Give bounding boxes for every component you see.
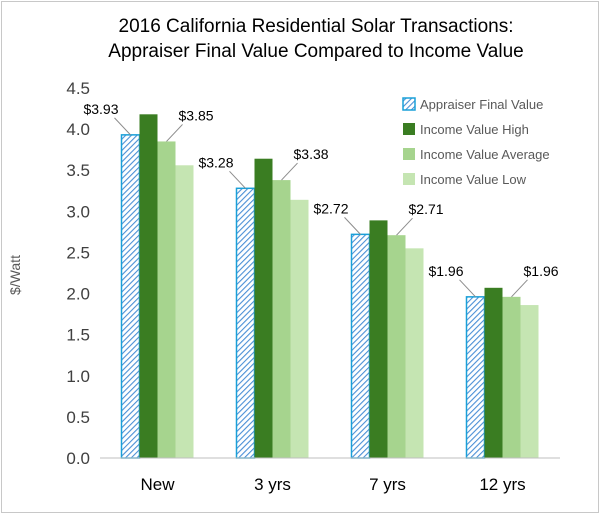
y-axis-ticks: 0.0 0.5 1.0 1.5 2.0 2.5 3.0 3.5 4.0 4.5 [66, 79, 90, 468]
bar-income-value-low [175, 165, 194, 459]
x-category-label: New [140, 475, 175, 494]
bar-income-value-average [272, 180, 291, 459]
bar-income-value-high [254, 158, 273, 458]
bar-income-value-average [387, 235, 406, 458]
y-tick-label: 4.0 [66, 120, 90, 139]
data-label-average: $3.85 [179, 107, 214, 123]
legend-label: Income Value Low [420, 172, 527, 187]
chart-title-line-1: 2016 California Residential Solar Transa… [119, 16, 514, 37]
bar-income-value-high [139, 114, 158, 459]
chart-title-line-2: Appraiser Final Value Compared to Income… [108, 41, 523, 62]
legend-label: Income Value High [420, 122, 529, 137]
connector-line [511, 279, 528, 298]
bar-appraiser-final-value [465, 296, 486, 459]
legend-swatch [403, 148, 415, 160]
y-tick-label: 2.0 [66, 285, 90, 304]
x-category-label: 7 yrs [369, 475, 406, 494]
legend-swatch [402, 97, 416, 111]
legend-label: Income Value Average [420, 147, 550, 162]
y-tick-label: 4.5 [66, 79, 90, 98]
x-axis-categories: New 3 yrs 7 yrs 12 yrs [140, 475, 525, 494]
data-label-connectors [114, 117, 528, 298]
bar-income-value-average [157, 141, 176, 458]
y-tick-label: 0.0 [66, 449, 90, 468]
connector-line [229, 170, 246, 189]
legend-swatch [403, 173, 415, 185]
connector-line [396, 217, 413, 236]
bars-group [120, 114, 539, 459]
connector-line [344, 217, 361, 235]
y-tick-label: 1.5 [66, 326, 90, 345]
data-label-appraiser: $1.96 [428, 263, 463, 279]
data-label-appraiser: $3.93 [83, 101, 118, 117]
x-category-label: 12 yrs [479, 475, 525, 494]
bar-income-value-high [484, 287, 503, 458]
legend-label: Appraiser Final Value [420, 97, 543, 112]
bar-income-value-average [502, 296, 521, 458]
bar-appraiser-final-value [350, 233, 371, 459]
legend: Appraiser Final Value Income Value High In… [402, 97, 550, 187]
y-tick-label: 1.0 [66, 367, 90, 386]
data-label-average: $3.38 [294, 146, 329, 162]
legend-swatch [403, 123, 415, 135]
x-category-label: 3 yrs [254, 475, 291, 494]
bar-appraiser-final-value [120, 134, 141, 459]
y-axis-label: $/Watt [7, 255, 23, 295]
y-tick-label: 2.5 [66, 243, 90, 262]
bar-appraiser-final-value [235, 187, 256, 459]
y-tick-label: 0.5 [66, 408, 90, 427]
data-label-appraiser: $3.28 [198, 154, 233, 170]
y-tick-label: 3.5 [66, 161, 90, 180]
data-labels: $3.93 $3.85 $3.28 $3.38 $2.72 $2.71 $1.96 $1.96 [83, 101, 558, 279]
bar-income-value-high [369, 220, 388, 458]
data-label-appraiser: $2.72 [313, 200, 348, 216]
connector-line [281, 162, 298, 181]
bar-income-value-low [290, 199, 309, 459]
connector-line [459, 279, 476, 298]
data-label-average: $2.71 [409, 201, 444, 217]
bar-income-value-low [520, 305, 539, 458]
connector-line [114, 117, 131, 136]
connector-line [166, 124, 183, 142]
data-label-average: $1.96 [524, 263, 559, 279]
y-tick-label: 3.0 [66, 202, 90, 221]
bar-income-value-low [405, 248, 424, 458]
